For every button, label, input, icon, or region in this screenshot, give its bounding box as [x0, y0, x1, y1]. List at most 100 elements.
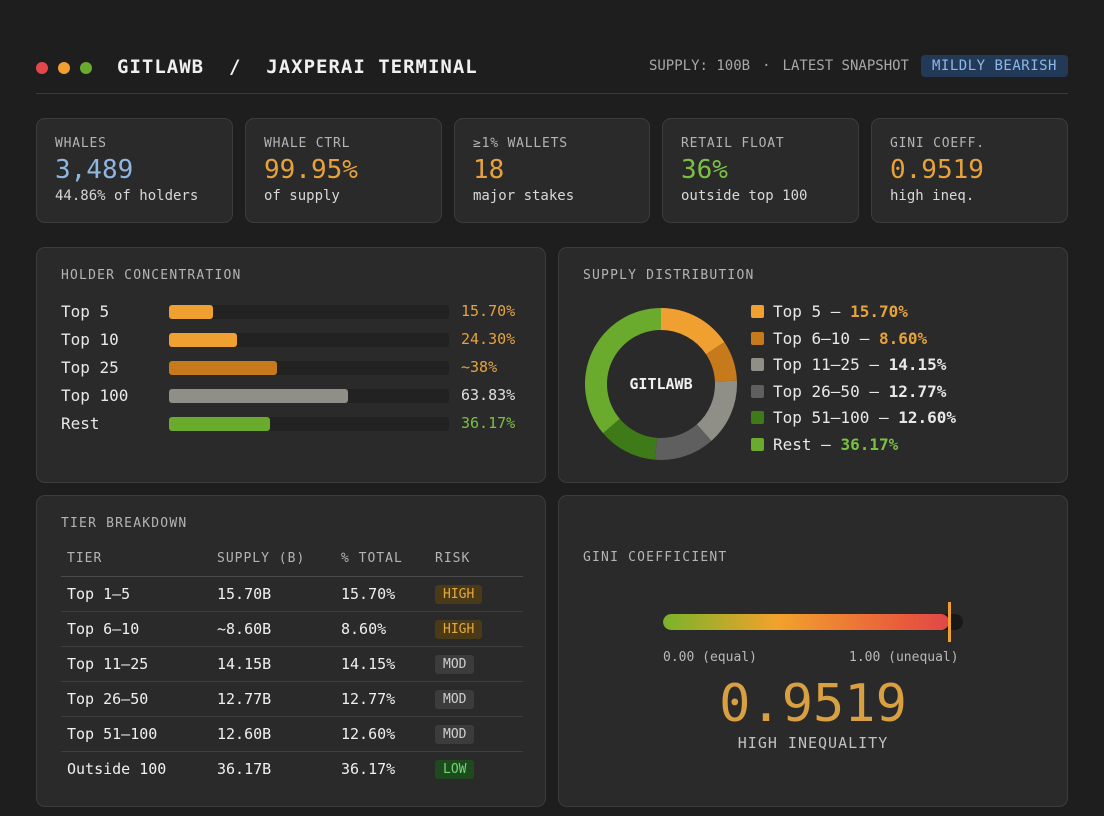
- concentration-bar-fill: [169, 305, 213, 319]
- tier-table: TIER SUPPLY (B)% TOTAL RISK Top 1–5 15.70B 1…: [61, 542, 523, 786]
- legend-text: Top 26–50 — 12.77%: [773, 382, 946, 401]
- legend-value: 15.70%: [850, 302, 908, 321]
- minimize-window-dot[interactable]: [58, 62, 70, 74]
- legend-label: Rest —: [773, 434, 841, 454]
- gini-gauge-track: [663, 614, 963, 630]
- donut-slice: [655, 424, 712, 460]
- tier-name: Top 26–50: [61, 681, 211, 717]
- column-header: SUPPLY (B): [211, 542, 335, 577]
- column-header: % TOTAL: [335, 542, 429, 577]
- table-row: Top 26–50 12.77B 12.77% MOD: [61, 681, 523, 717]
- legend-value: 12.77%: [888, 381, 947, 401]
- tier-pct: 12.77%: [335, 681, 429, 717]
- gini-low-label: 0.00 (equal): [663, 650, 757, 665]
- donut-slice: [696, 380, 737, 441]
- tier-pct: 36.17%: [341, 759, 396, 778]
- supply-donut-chart: GITLAWB: [585, 308, 737, 460]
- legend-swatch: [751, 358, 764, 371]
- legend-swatch: [751, 331, 764, 345]
- gini-panel: GINI COEFFICIENT 0.00 (equal) 1.00 (uneq…: [558, 495, 1068, 807]
- stat-card: ≥1% WALLETS 18 major stakes: [454, 118, 650, 223]
- donut-slice: [602, 418, 657, 460]
- tier-name: Top 11–25: [61, 646, 211, 682]
- concentration-row: Top 25 ~38%: [61, 357, 531, 379]
- stat-label: WHALE CTRL: [264, 136, 351, 151]
- table-header-row: TIER SUPPLY (B)% TOTAL RISK: [61, 542, 523, 577]
- tier-risk-cell: MOD: [429, 646, 523, 682]
- stat-value: 18: [473, 155, 505, 185]
- legend-swatch: [751, 384, 764, 398]
- header-status: SUPPLY: 100B · LATEST SNAPSHOT MILDLY BE…: [649, 55, 1068, 77]
- close-window-dot[interactable]: [36, 62, 48, 74]
- risk-badge: HIGH: [435, 619, 483, 639]
- concentration-bar-track: [169, 389, 449, 403]
- stat-card: GINI COEFF. 0.9519 high ineq.: [871, 118, 1068, 223]
- donut-center-label: GITLAWB: [629, 375, 692, 393]
- tier-risk-cell: HIGH: [429, 576, 523, 612]
- donut-slice: [661, 308, 725, 355]
- concentration-row: Top 10 24.30%: [61, 329, 531, 351]
- concentration-bar-track: [169, 361, 449, 375]
- column-header: TIER: [61, 542, 211, 577]
- separator: ·: [762, 58, 771, 74]
- legend-text: Top 51–100 — 12.60%: [773, 408, 956, 427]
- legend-text: Top 5 — 15.70%: [773, 302, 908, 321]
- concentration-bar-fill: [169, 389, 348, 403]
- legend-label: Top 11–25 —: [773, 355, 889, 374]
- legend-value: 8.60%: [878, 328, 928, 348]
- stat-subtext: outside top 100: [681, 188, 808, 204]
- stat-label: WHALES: [55, 136, 107, 151]
- donut-slice: [585, 308, 661, 434]
- gini-gauge-fill: [663, 614, 949, 630]
- tier-supply: 12.77B: [211, 681, 335, 717]
- header: GITLAWB / JAXPERAI TERMINAL SUPPLY: 100B…: [36, 52, 1068, 94]
- risk-badge: MOD: [435, 724, 475, 744]
- concentration-row: Top 100 63.83%: [61, 385, 531, 407]
- legend-value: 12.60%: [898, 408, 957, 427]
- legend-text: Top 6–10 — 8.60%: [773, 329, 927, 348]
- legend-value: 36.17%: [840, 434, 899, 454]
- concentration-pct: 24.30%: [461, 330, 516, 348]
- maximize-window-dot[interactable]: [80, 62, 92, 74]
- tier-supply: 14.15B: [211, 646, 335, 682]
- stat-label: RETAIL FLOAT: [681, 136, 785, 151]
- concentration-label: Top 100: [61, 386, 129, 405]
- table-row: Outside 100 36.17B 36.17% LOW: [61, 751, 523, 786]
- gini-value: 0.9519: [719, 674, 907, 734]
- gini-verdict: HIGH INEQUALITY: [737, 734, 889, 752]
- concentration-pct: ~38%: [461, 358, 498, 376]
- concentration-label: Top 10: [61, 330, 119, 349]
- window-controls: [36, 62, 92, 74]
- panel-title: HOLDER CONCENTRATION: [61, 268, 242, 283]
- stat-subtext: high ineq.: [890, 188, 975, 204]
- risk-badge: LOW: [435, 759, 475, 779]
- legend-label: Top 51–100 —: [773, 408, 899, 427]
- tier-supply: 12.60B: [211, 716, 335, 752]
- concentration-row: Rest 36.17%: [61, 413, 531, 435]
- legend-value: 14.15%: [888, 355, 947, 374]
- supply-distribution-panel: SUPPLY DISTRIBUTION GITLAWB Top 5 — 15.7…: [558, 247, 1068, 483]
- snapshot-label: LATEST SNAPSHOT: [782, 58, 909, 74]
- panel-title: SUPPLY DISTRIBUTION: [583, 268, 755, 283]
- legend-label: Top 6–10 —: [773, 328, 879, 348]
- tier-pct: 14.15%: [335, 646, 429, 682]
- concentration-label: Rest: [61, 414, 100, 433]
- stat-value: 3,489: [55, 155, 134, 185]
- tier-supply: 36.17B: [217, 759, 272, 778]
- tier-pct: 8.60%: [335, 611, 429, 647]
- stat-card: WHALE CTRL 99.95% of supply: [245, 118, 442, 223]
- tier-name: Top 1–5: [61, 576, 211, 612]
- concentration-pct: 36.17%: [461, 414, 516, 432]
- legend-swatch: [751, 305, 764, 318]
- concentration-bar-fill: [169, 361, 277, 375]
- stat-card: RETAIL FLOAT 36% outside top 100: [662, 118, 859, 223]
- legend-swatch: [751, 437, 764, 451]
- stat-subtext: major stakes: [473, 188, 575, 204]
- legend-label: Top 5 —: [773, 302, 851, 321]
- concentration-label: Top 5: [61, 302, 110, 321]
- tier-risk-cell: HIGH: [429, 611, 523, 647]
- stat-value: 0.9519: [890, 155, 984, 185]
- app-title: GITLAWB / JAXPERAI TERMINAL: [117, 56, 478, 78]
- panel-title: TIER BREAKDOWN: [61, 516, 188, 531]
- concentration-bar-track: [169, 305, 449, 319]
